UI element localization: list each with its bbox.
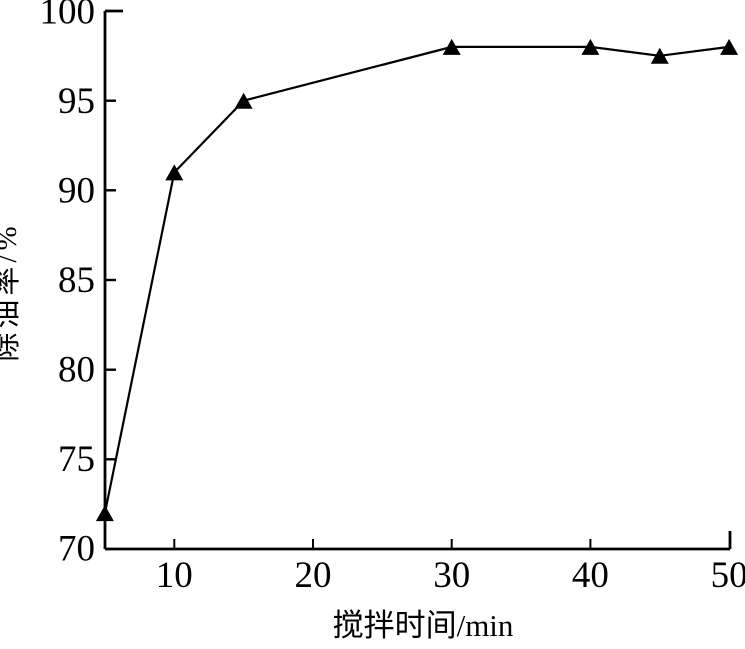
svg-text:70: 70 bbox=[58, 529, 95, 570]
svg-text:40: 40 bbox=[572, 555, 609, 596]
svg-text:85: 85 bbox=[58, 260, 95, 301]
svg-text:30: 30 bbox=[433, 555, 470, 596]
svg-text:20: 20 bbox=[295, 555, 332, 596]
svg-text:搅拌时间/min: 搅拌时间/min bbox=[333, 608, 514, 643]
svg-text:10: 10 bbox=[156, 555, 193, 596]
svg-text:除油率/%: 除油率/% bbox=[0, 222, 23, 361]
svg-text:95: 95 bbox=[58, 81, 95, 122]
svg-text:100: 100 bbox=[40, 0, 96, 33]
svg-text:50: 50 bbox=[711, 555, 745, 596]
svg-text:90: 90 bbox=[58, 171, 95, 212]
svg-text:80: 80 bbox=[58, 350, 95, 391]
svg-text:75: 75 bbox=[58, 439, 95, 480]
